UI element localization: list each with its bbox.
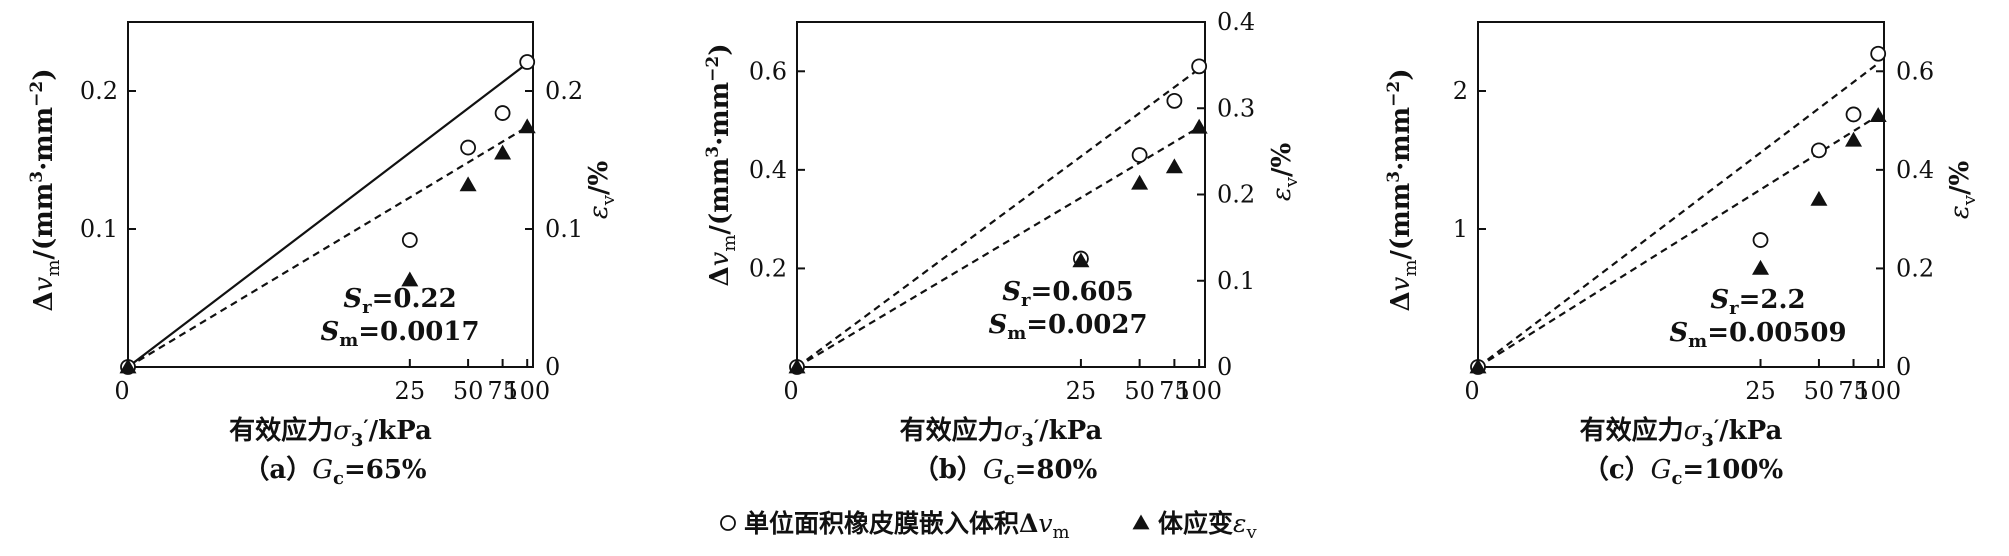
data-point-dvm [494,105,511,121]
annotation-sm: Sm=0.0027 [988,310,1147,344]
y-tick-label: 1 [1453,215,1468,243]
data-point-dvm [1870,45,1887,62]
x-tick-label: 25 [1745,377,1776,405]
x-tick-label: 0 [783,377,798,405]
x-tick-label: 25 [1066,377,1097,405]
plot-frame [127,21,534,368]
x-tick-label: 50 [1804,377,1835,405]
data-point-dvm [1845,106,1862,123]
data-point-strain [401,271,419,287]
y2-tick-label: 0.4 [1896,156,1934,184]
y2-tick-label: 0.1 [1217,267,1255,295]
data-point-dvm [1752,232,1769,248]
y-tick-label: 0.2 [749,254,787,282]
data-point-strain [518,118,536,134]
x-tick-label: 75 [1159,377,1190,405]
x-tick-label: 100 [1855,377,1901,405]
x-axis-title: 有效应力σ3′/kPa [1580,415,1783,451]
data-point-strain [1190,118,1208,134]
y2-tick-label: 0.2 [1896,254,1934,282]
data-point-strain [1810,190,1828,206]
y2-tick-label: 0.2 [1217,181,1255,209]
y2-tick-label: 0.6 [1896,57,1934,85]
data-point-dvm [460,139,476,156]
y2-axis-title: εv/% [1267,143,1302,202]
data-point-dvm [1166,92,1183,109]
x-tick-label: 50 [453,377,484,405]
legend-marker-dvm [720,515,736,531]
annotation-sr: Sr=0.22 [343,284,456,318]
y2-tick-label: 0 [545,353,560,381]
annotation-sm: Sm=0.0017 [320,317,479,351]
x-tick-label: 75 [487,377,518,405]
annotation-sr: Sr=2.2 [1710,285,1805,319]
x-tick-label: 50 [1124,377,1155,405]
y2-tick-label: 0.4 [1217,8,1255,36]
data-point-dvm [1811,142,1827,159]
y-tick-label: 0.1 [80,215,118,243]
y-axis-title: Δvm/(mm3·mm−2) [1384,68,1421,311]
plot-frame [1477,21,1885,368]
y-axis-title: Δvm/(mm3·mm−2) [27,68,64,311]
x-axis-title: 有效应力σ3′/kPa [229,415,432,451]
data-point-strain [1072,252,1090,268]
y2-axis-title: εv/% [584,161,619,220]
fit-line-strain [1477,114,1879,368]
y-tick-label: 2 [1453,77,1468,105]
y-tick-label: 0.4 [749,156,787,184]
y-tick-label: 0.6 [749,57,787,85]
data-point-strain [1752,259,1770,275]
fit-line-dvm [127,62,528,368]
x-tick-label: 0 [1464,377,1479,405]
panel-caption: （b）Gc=80% [913,455,1098,489]
legend: 单位面积橡皮膜嵌入体积Δvm 体应变εv [720,509,1257,543]
data-point-strain [1869,107,1887,123]
data-point-strain [788,358,806,374]
legend-label-strain: 体应变εv [1158,509,1257,543]
data-point-strain [1165,158,1183,174]
data-point-strain [494,144,512,160]
annotation-sr: Sr=0.605 [1002,277,1133,311]
panel-caption: （c）Gc=100% [1583,455,1784,489]
panel-caption: （a）Gc=65% [243,455,427,489]
y2-tick-label: 0 [1217,353,1232,381]
data-point-strain [1131,174,1149,190]
legend-label-dvm: 单位面积橡皮膜嵌入体积Δvm [744,509,1070,543]
x-tick-label: 75 [1838,377,1869,405]
data-point-strain [1469,358,1487,374]
y2-tick-label: 0.2 [545,77,583,105]
annotation-sm: Sm=0.00509 [1669,318,1846,352]
legend-marker-strain [1132,514,1150,530]
x-tick-label: 100 [1176,377,1222,405]
fit-line-strain [796,126,1200,368]
x-tick-label: 25 [395,377,426,405]
data-point-dvm [1131,147,1148,163]
y2-axis-title: εv/% [1945,161,1980,220]
fit-line-strain [127,125,528,368]
y-tick-label: 0.2 [80,77,118,105]
data-point-strain [1845,131,1863,147]
data-point-dvm [401,232,418,248]
y2-tick-label: 0 [1896,353,1911,381]
x-tick-label: 0 [114,377,129,405]
data-point-dvm [519,54,536,70]
x-axis-title: 有效应力σ3′/kPa [900,415,1103,451]
y2-tick-label: 0.1 [545,215,583,243]
y2-tick-label: 0.3 [1217,94,1255,122]
x-tick-label: 100 [504,377,550,405]
data-point-dvm [1191,58,1208,75]
data-point-strain [119,358,137,374]
y-axis-title: Δvm/(mm3·mm−2) [703,43,740,286]
data-point-strain [459,176,477,192]
